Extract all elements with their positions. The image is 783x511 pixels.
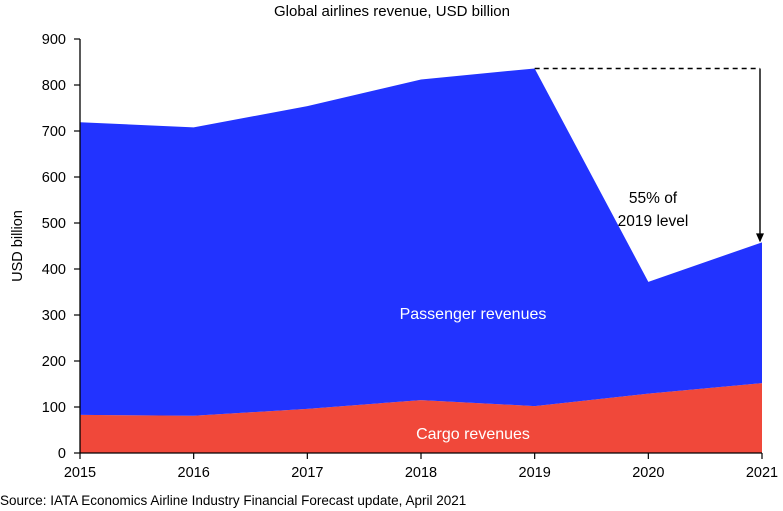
x-tick-label: 2016 bbox=[178, 465, 210, 481]
y-tick-label: 400 bbox=[42, 262, 66, 278]
cargo-revenues-area bbox=[80, 383, 762, 453]
x-tick-label: 2019 bbox=[519, 465, 551, 481]
annotation-line-1: 55% of bbox=[629, 190, 678, 207]
y-tick-label: 900 bbox=[42, 32, 66, 48]
passenger-revenues-area bbox=[80, 68, 762, 416]
decline-arrow-head bbox=[756, 233, 764, 243]
x-tick-label: 2018 bbox=[405, 465, 437, 481]
y-tick-label: 700 bbox=[42, 124, 66, 140]
y-tick-label: 600 bbox=[42, 170, 66, 186]
annotation-line-2: 2019 level bbox=[618, 213, 689, 230]
x-tick-label: 2020 bbox=[632, 465, 664, 481]
y-axis-label: USD billion bbox=[10, 210, 26, 282]
decline-annotation: 55% of 2019 level bbox=[534, 67, 764, 243]
y-tick-label: 500 bbox=[42, 216, 66, 232]
x-tick-label: 2017 bbox=[291, 465, 323, 481]
passenger-revenues-label: Passenger revenues bbox=[400, 306, 547, 323]
chart-title: Global airlines revenue, USD billion bbox=[274, 3, 510, 20]
y-tick-label: 200 bbox=[42, 354, 66, 370]
area-series-layer: Cargo revenues Passenger revenues bbox=[80, 68, 762, 453]
x-tick-label: 2015 bbox=[64, 465, 96, 481]
y-tick-label: 300 bbox=[42, 308, 66, 324]
y-axis-ticks: 0 100 200 300 400 500 600 700 800 900 bbox=[42, 32, 80, 462]
x-tick-label: 2021 bbox=[746, 465, 778, 481]
y-tick-label: 100 bbox=[42, 400, 66, 416]
y-tick-label: 0 bbox=[58, 446, 66, 462]
x-axis-ticks: 2015 2016 2017 2018 2019 2020 2021 bbox=[64, 453, 778, 481]
cargo-revenues-label: Cargo revenues bbox=[416, 426, 530, 443]
y-tick-label: 800 bbox=[42, 78, 66, 94]
source-note: Source: IATA Economics Airline Industry … bbox=[0, 493, 466, 508]
